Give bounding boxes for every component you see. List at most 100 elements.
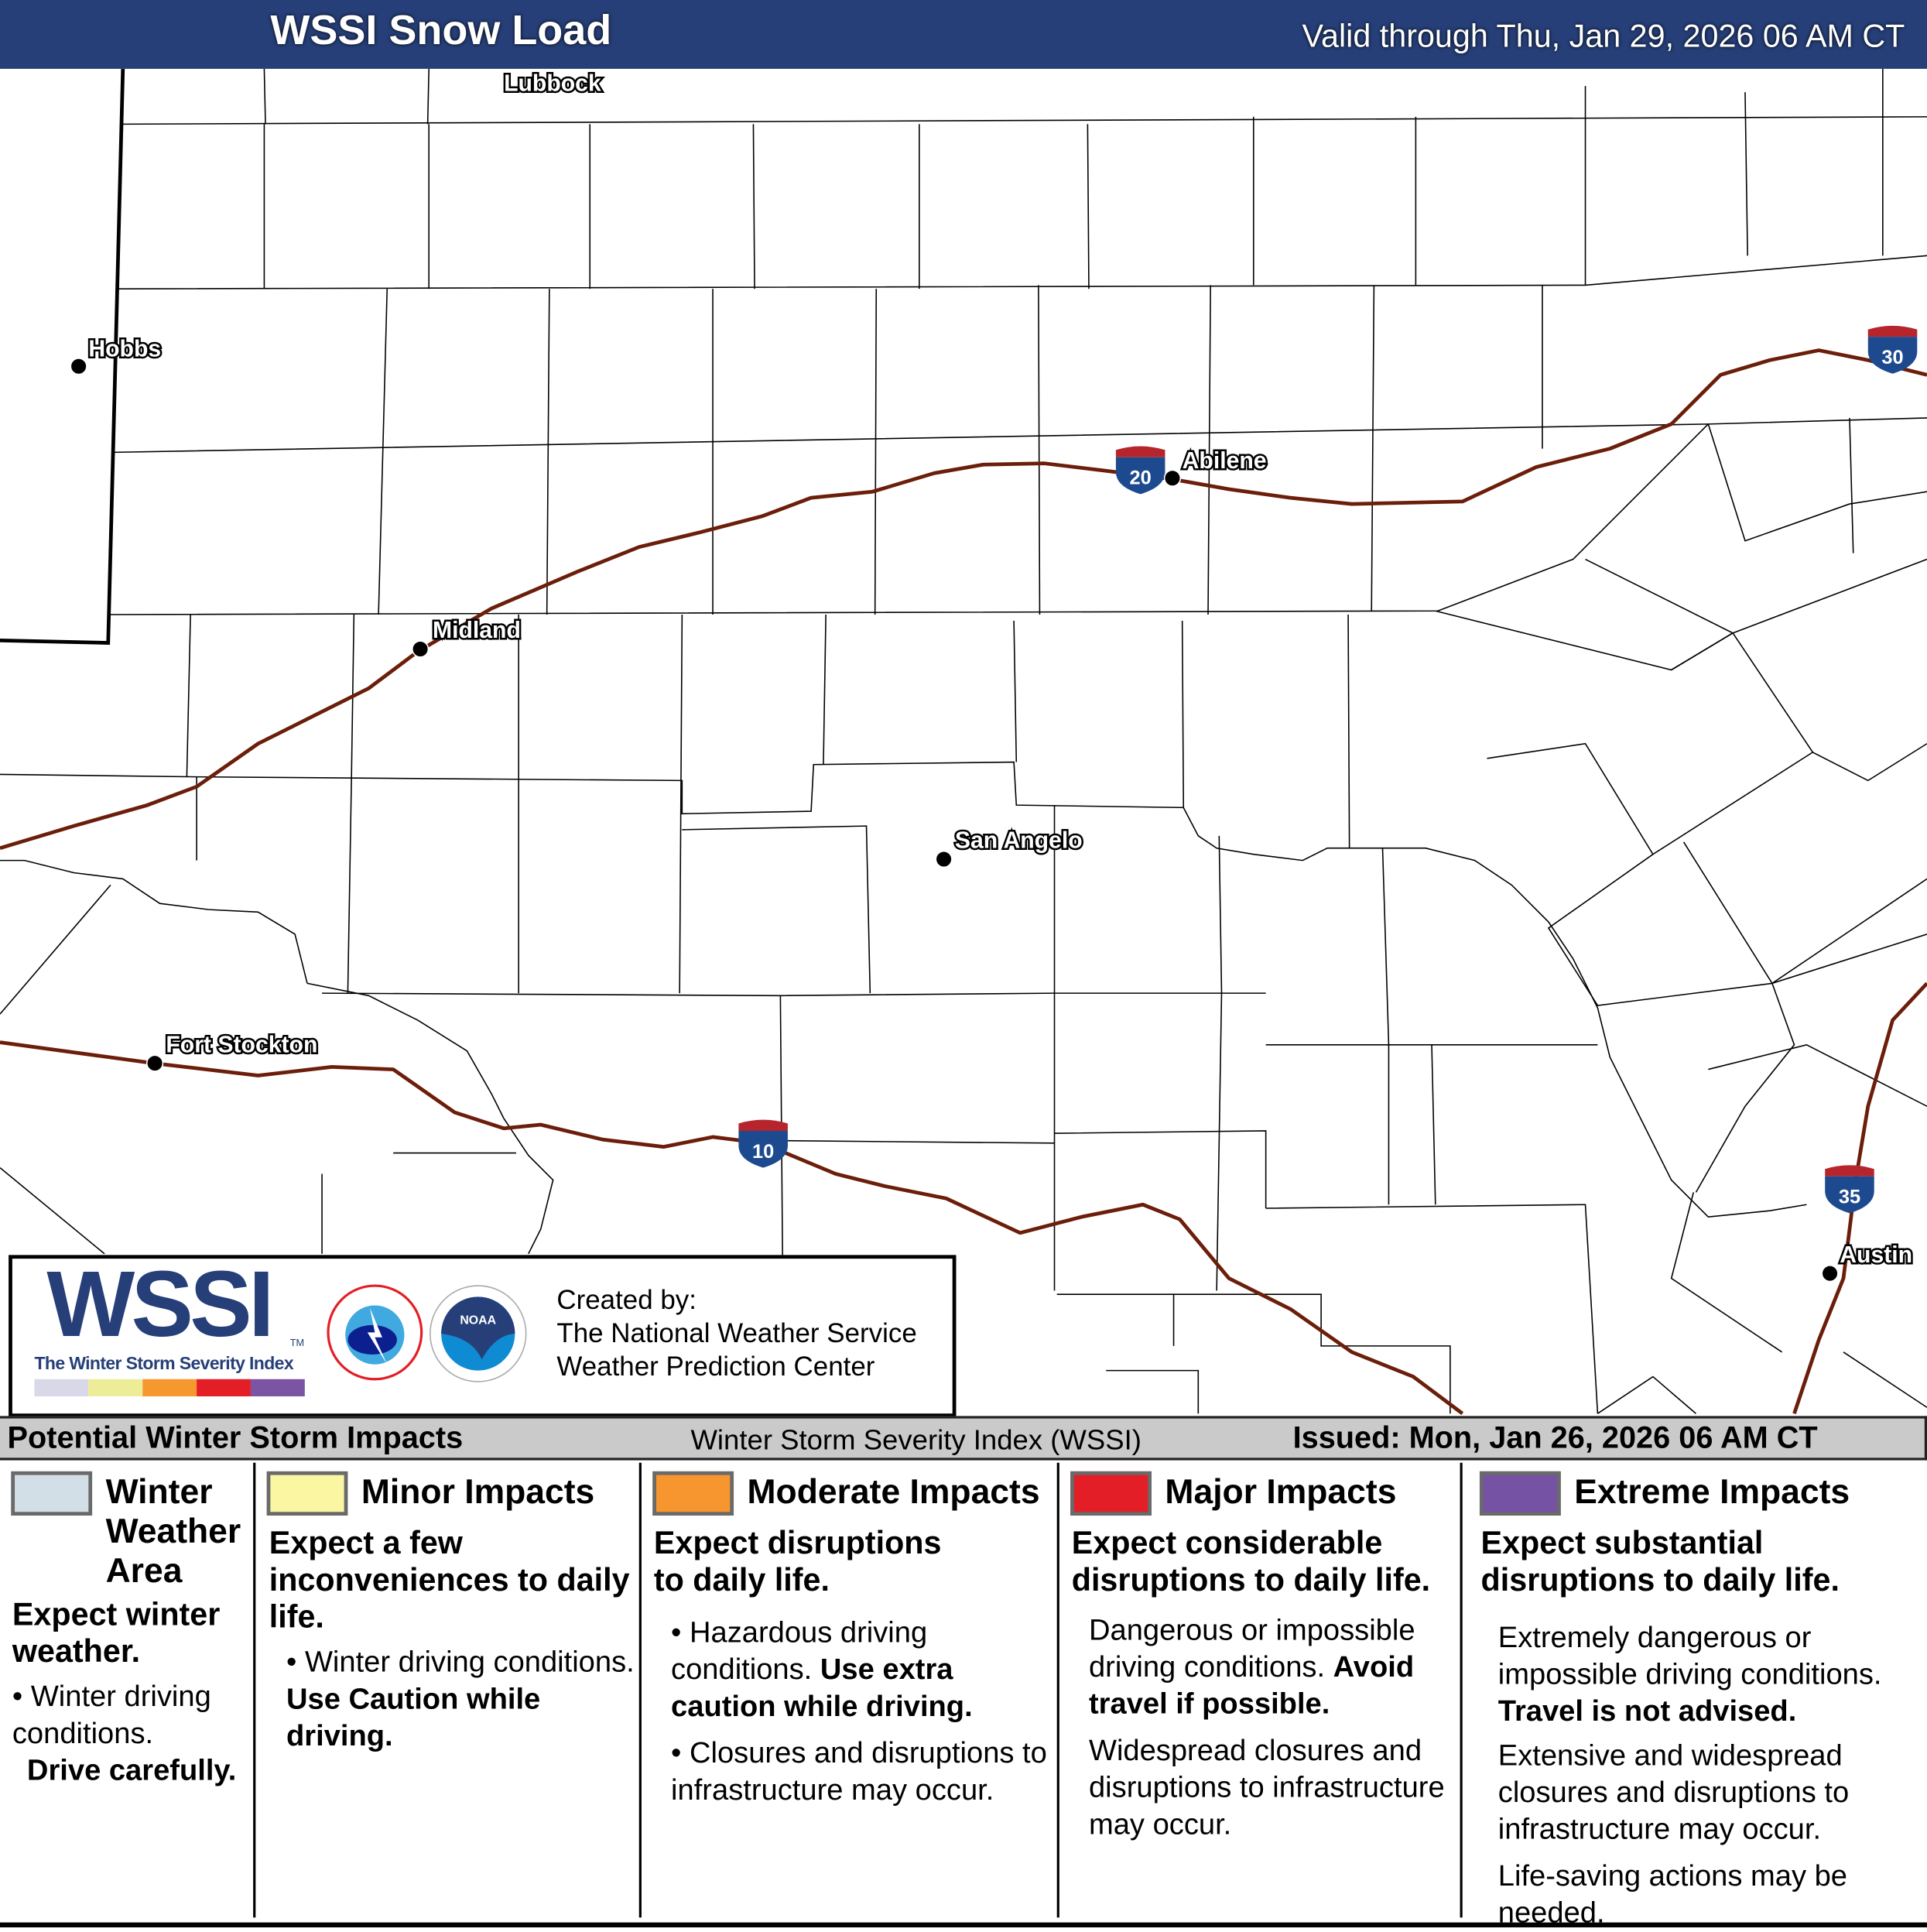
swatch-major — [1070, 1471, 1152, 1516]
county-line — [0, 1166, 105, 1255]
map-title: WSSI Snow Load — [270, 7, 612, 54]
county-line — [1547, 854, 1927, 1006]
county-line — [186, 614, 191, 777]
county-line — [426, 68, 430, 125]
interstates — [0, 348, 1927, 1416]
interstate-number: 20 — [1130, 468, 1152, 489]
category-title: Winter Weather Area — [105, 1472, 241, 1590]
county-boundaries — [0, 68, 1927, 1414]
bottom-border — [0, 1922, 1927, 1927]
county-line — [108, 423, 1709, 615]
county-line — [1744, 92, 1748, 256]
category-body: Extremely dangerous or impossible drivin… — [1497, 1621, 1882, 1692]
county-line — [782, 1139, 1055, 1144]
interstate-shield-icon: 20 — [1115, 446, 1165, 495]
county-line — [752, 124, 755, 289]
county-line — [1435, 610, 1734, 671]
credits: Created by: The National Weather Service… — [556, 1283, 916, 1383]
county-line — [306, 982, 554, 1255]
county-line — [1849, 417, 1854, 553]
county-line — [1843, 1351, 1927, 1408]
legend-header: Potential Winter Storm Impacts Winter St… — [0, 1416, 1927, 1461]
state-border — [0, 68, 125, 645]
divider — [638, 1462, 642, 1918]
county-line — [1371, 285, 1375, 611]
county-line — [679, 614, 683, 994]
city-dot — [411, 640, 430, 658]
map[interactable]: 20 10 35 30 Lubbock Hobbs Midland Abilene San A… — [0, 68, 1927, 1416]
swatch-extreme — [1479, 1471, 1561, 1516]
swatch-minor — [266, 1471, 348, 1516]
city-label[interactable]: Abilene — [1180, 446, 1268, 475]
category-minor: Expect a few inconveniences to daily lif… — [269, 1524, 635, 1753]
category-bold: Drive carefully. — [26, 1754, 237, 1787]
interstate-number: 10 — [752, 1141, 774, 1163]
wssi-logo: WSSI — [46, 1252, 274, 1358]
county-line — [378, 289, 388, 615]
city-label[interactable]: Midland — [430, 616, 522, 646]
city-dot — [935, 850, 953, 868]
category-extreme: Expect substantial disruptions to daily … — [1481, 1524, 1924, 1932]
county-line — [546, 289, 550, 615]
county-line — [347, 614, 355, 994]
category-moderate: Expect disruptions to daily life. • Haza… — [653, 1524, 1047, 1807]
category-bold: Avoid travel if possible. — [1088, 1650, 1415, 1721]
category-body-2: Widespread closures and disruptions to i… — [1088, 1734, 1445, 1841]
category-title: Major Impacts — [1165, 1472, 1397, 1511]
category-body: Winter driving conditions. — [304, 1646, 635, 1680]
county-line — [1695, 983, 1795, 1193]
swatch — [197, 1379, 251, 1396]
noaa-logo-icon: NOAA — [430, 1285, 527, 1382]
county-line — [1708, 1043, 1927, 1107]
swatch — [34, 1379, 89, 1396]
county-line — [118, 255, 1927, 289]
category-body: Winter driving conditions. — [12, 1680, 211, 1751]
divider — [1460, 1462, 1463, 1918]
county-line — [1671, 632, 1813, 753]
trademark: TM — [289, 1337, 305, 1349]
county-line — [1207, 285, 1211, 615]
wssi-subtitle: The Winter Storm Severity Index — [34, 1354, 294, 1375]
nws-logo-icon — [327, 1284, 423, 1381]
category-major: Expect considerable disruptions to daily… — [1072, 1524, 1455, 1844]
category-lead: Expect substantial disruptions to daily … — [1480, 1524, 1840, 1598]
category-body: Hazardous driving conditions. — [671, 1616, 928, 1687]
category-title: Extreme Impacts — [1574, 1472, 1850, 1511]
county-line — [1181, 620, 1185, 808]
wssi-color-bar — [34, 1379, 305, 1396]
county-line — [1183, 807, 1807, 1218]
category-winter-weather-area: Expect winter weather. • Winter driving … — [12, 1595, 252, 1790]
interstate-20 — [0, 348, 1927, 851]
city-dot — [70, 358, 87, 375]
county-line — [1670, 1192, 1783, 1353]
category-lead: Expect a few inconveniences to daily lif… — [269, 1524, 630, 1636]
category-body-3: Life-saving actions may be needed. — [1497, 1859, 1848, 1930]
county-line — [1265, 1204, 1599, 1414]
county-line — [0, 884, 111, 1015]
org-wpc: Weather Prediction Center — [556, 1351, 875, 1382]
category-lead: Expect winter weather. — [12, 1595, 221, 1670]
city-label[interactable]: Fort Stockton — [164, 1030, 320, 1060]
swatch-moderate — [652, 1471, 734, 1516]
county-line — [1087, 124, 1090, 289]
city-label[interactable]: San Angelo — [953, 826, 1084, 855]
header-bar: WSSI Snow Load Valid through Thu, Jan 29… — [0, 0, 1927, 69]
created-by: Created by: — [556, 1284, 697, 1316]
category-title: Minor Impacts — [361, 1472, 595, 1511]
county-line — [1056, 1293, 1451, 1414]
county-line — [874, 289, 878, 615]
category-bold: Travel is not advised. — [1497, 1694, 1797, 1728]
divider — [253, 1462, 256, 1918]
city-label[interactable]: Hobbs — [87, 334, 163, 364]
wssi-logo-box: WSSI TM The Winter Storm Severity Index … — [9, 1252, 957, 1417]
county-line — [682, 825, 871, 994]
swatch — [250, 1379, 305, 1396]
county-line — [1038, 285, 1041, 615]
county-line — [113, 417, 1927, 454]
city-label[interactable]: Lubbock — [502, 69, 604, 98]
county-line — [1347, 615, 1350, 848]
swatch — [88, 1379, 143, 1396]
interstate-number: 35 — [1839, 1187, 1860, 1208]
city-label[interactable]: Austin — [1838, 1240, 1915, 1269]
divider — [1056, 1462, 1059, 1918]
